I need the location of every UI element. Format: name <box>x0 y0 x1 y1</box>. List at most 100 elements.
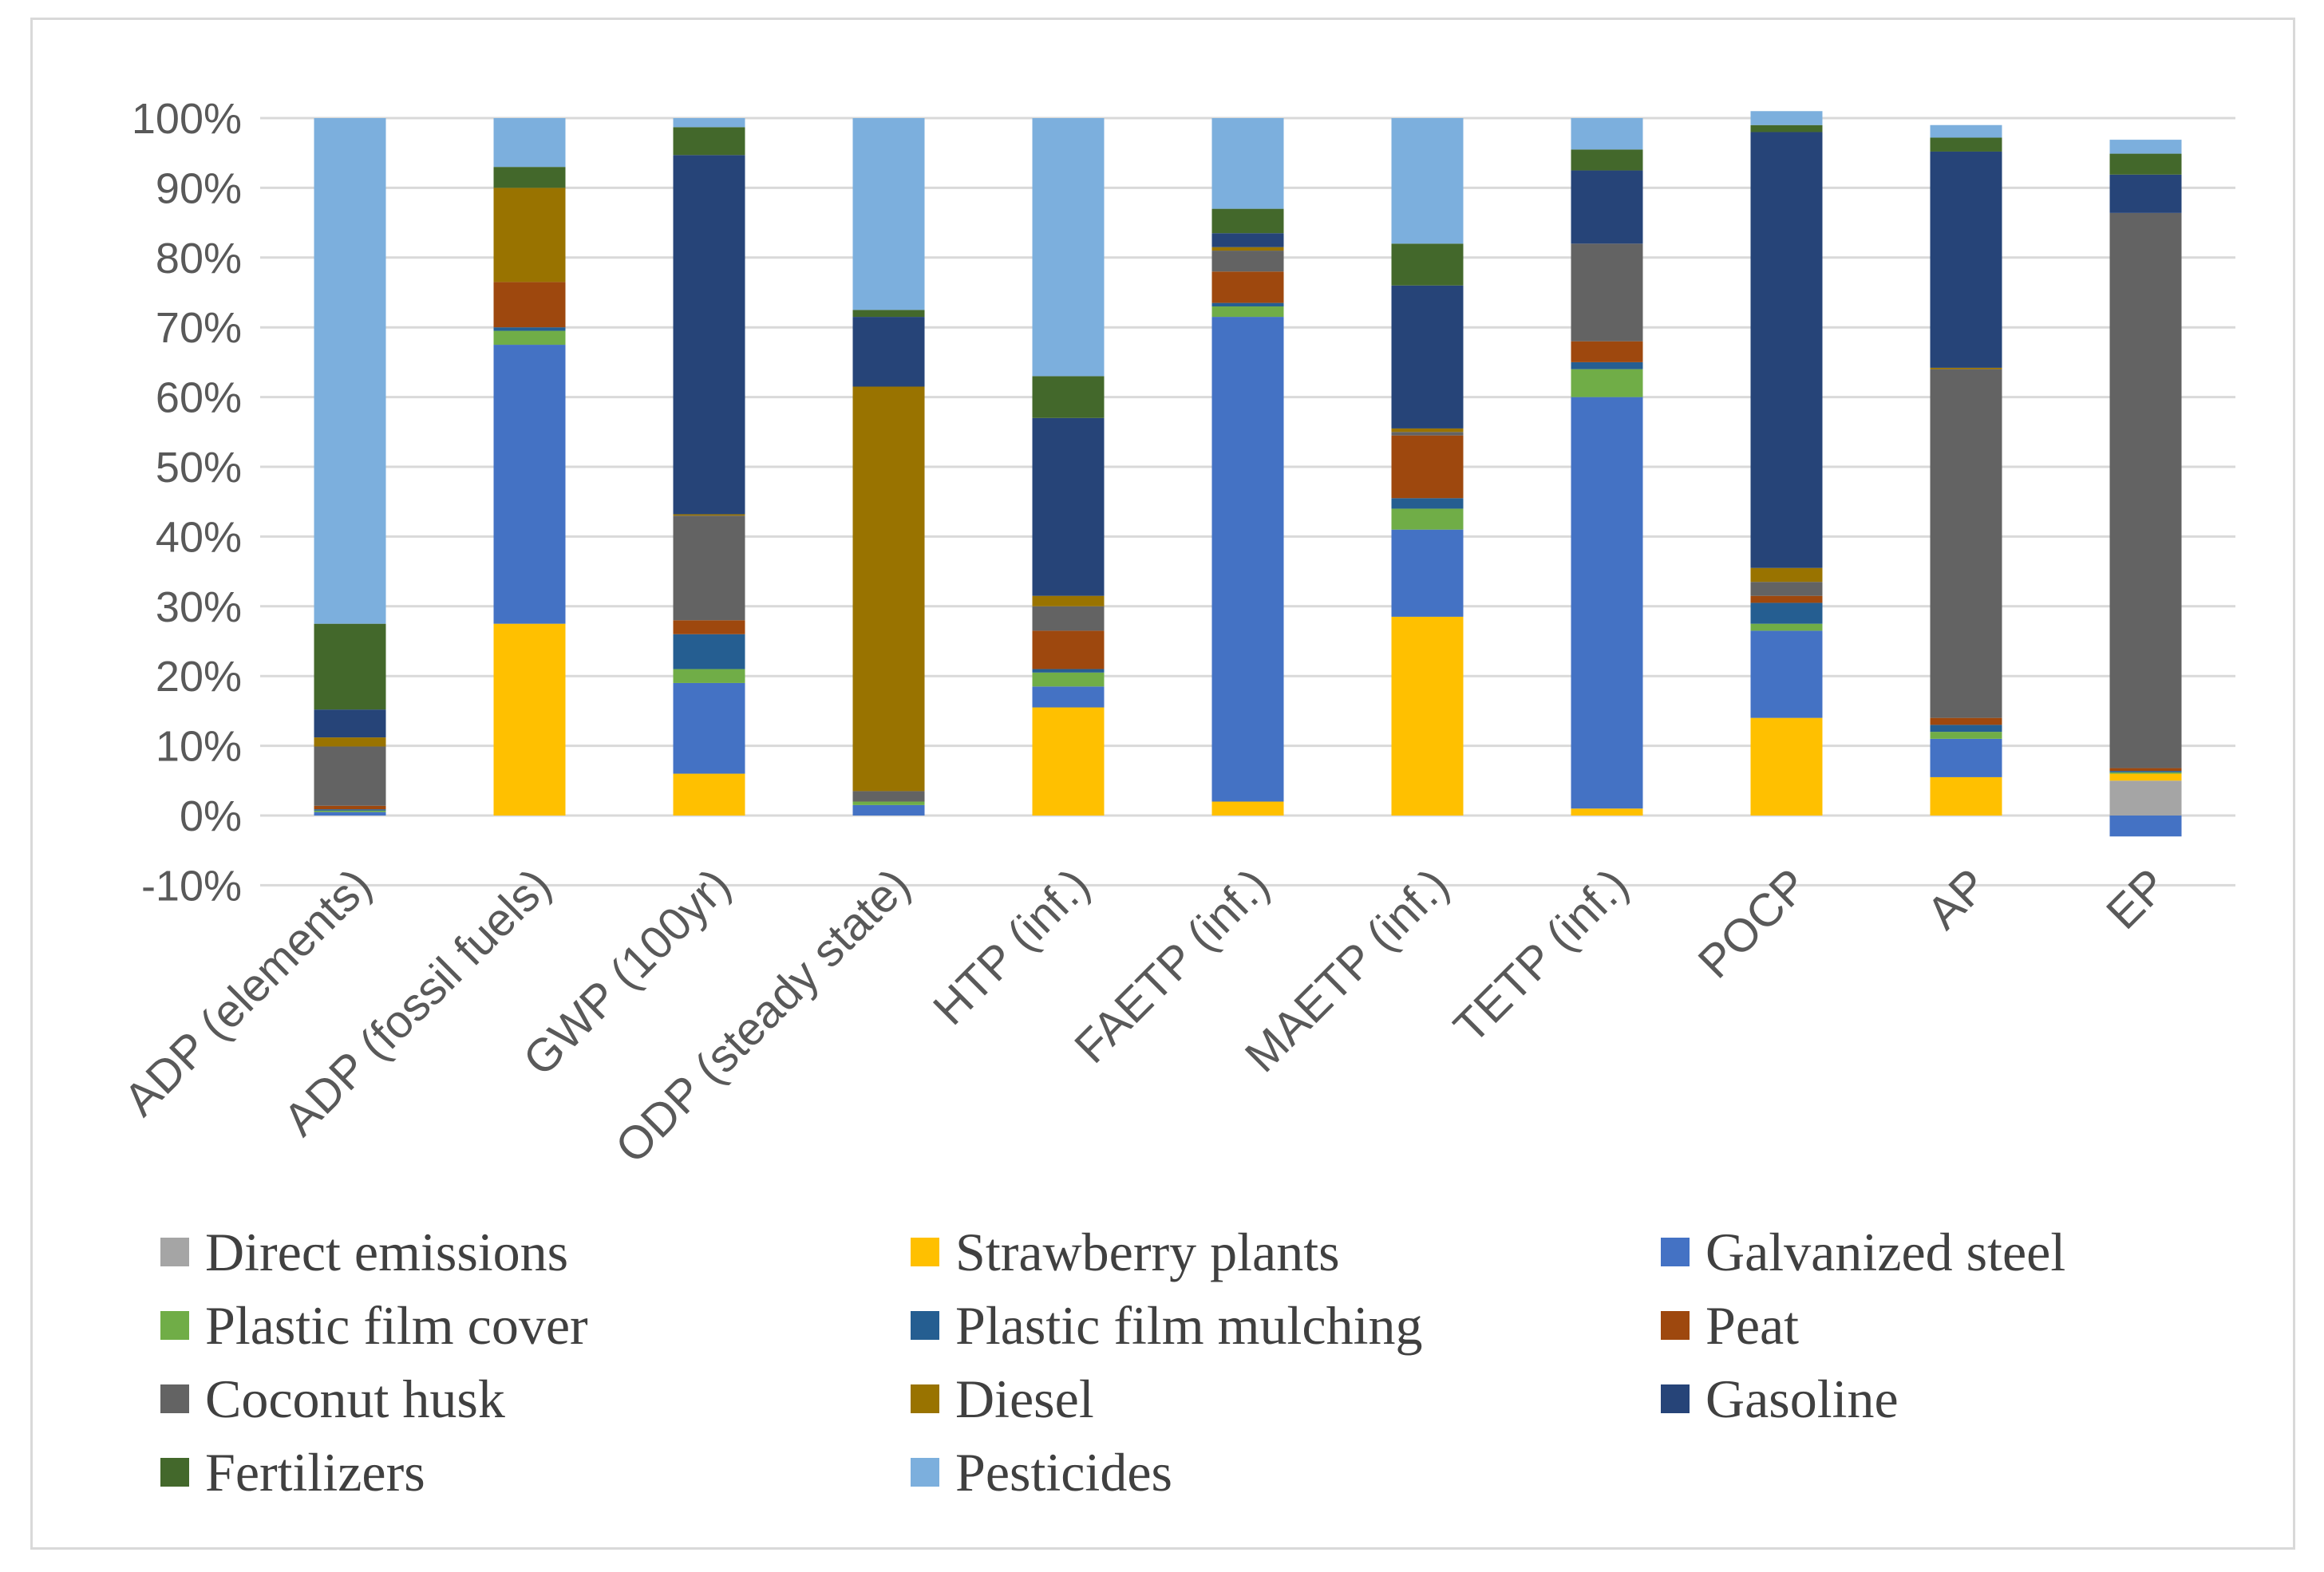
x-tick-label: EP <box>2097 859 2177 939</box>
bar-segment <box>1211 251 1284 272</box>
bar-segment <box>1032 606 1105 631</box>
bar-segment <box>1391 529 1464 617</box>
legend-swatch <box>160 1384 189 1413</box>
bar-segment <box>2109 140 2182 154</box>
bar-segment <box>852 804 925 816</box>
x-tick-label: AP <box>1917 859 1998 939</box>
legend-swatch <box>911 1384 939 1413</box>
bar-segment <box>852 386 925 792</box>
y-tick-label: 0% <box>180 792 242 840</box>
bar-segment <box>1391 435 1464 499</box>
bar-segment <box>1032 376 1105 418</box>
legend: Direct emissions Strawberry plants Galvani… <box>160 1221 2267 1503</box>
legend-item: Fertilizers <box>160 1441 911 1503</box>
bar-segment <box>673 620 745 634</box>
stacked-bar-chart: -10% 0% 10% 20% 30% 40% 50% 60% 70% 80% 90% 100% AD… <box>114 95 2235 1173</box>
bar-segment <box>1930 776 2002 816</box>
x-tick-label: ODP (steady state) <box>606 859 920 1173</box>
bar-segment <box>1032 118 1105 377</box>
bar-segment <box>1211 247 1284 251</box>
bar-segment <box>493 330 566 346</box>
legend-item: Strawberry plants <box>911 1221 1661 1283</box>
bar-segment <box>673 155 745 515</box>
legend-swatch <box>1661 1238 1690 1266</box>
bar-segment <box>1930 369 2002 718</box>
bar-segment <box>1571 118 1643 150</box>
legend-swatch <box>911 1238 939 1266</box>
bar-segment <box>673 634 745 669</box>
bar-segment <box>1211 801 1284 816</box>
legend-swatch <box>160 1458 189 1487</box>
y-tick-label: 50% <box>156 444 242 492</box>
bar-segment <box>314 809 386 811</box>
legend-item: Gasoline <box>1661 1368 2267 1430</box>
y-tick-label: 70% <box>156 304 242 352</box>
bar-segment <box>1750 602 1823 624</box>
legend-item: Direct emissions <box>160 1221 911 1283</box>
bar-segment <box>1750 132 1823 568</box>
legend-swatch <box>160 1238 189 1266</box>
y-axis-tick-labels: -10% 0% 10% 20% 30% 40% 50% 60% 70% 80% 90% 100% <box>132 95 242 910</box>
bar-segment <box>1032 630 1105 669</box>
bar-segment <box>2109 772 2182 774</box>
bar-segment <box>2109 816 2182 837</box>
bar-segment <box>493 327 566 331</box>
y-tick-label: 80% <box>156 235 242 282</box>
bar-segment <box>1391 285 1464 429</box>
bar-segment <box>673 515 745 621</box>
bar-segment <box>1211 302 1284 306</box>
bar-segment <box>1750 595 1823 603</box>
legend-label: Pesticides <box>955 1441 1172 1503</box>
bar-segment <box>1930 151 2002 368</box>
bar-segment <box>314 810 386 812</box>
bar-segment <box>2109 153 2182 175</box>
bar-segment <box>1032 686 1105 708</box>
legend-swatch <box>1661 1384 1690 1413</box>
bar-segment <box>1930 367 2002 369</box>
legend-item: Diesel <box>911 1368 1661 1430</box>
bar-segment <box>852 317 925 387</box>
bar-segment <box>1750 717 1823 816</box>
legend-label: Coconut husk <box>205 1368 505 1429</box>
bar-segment <box>2109 773 2182 781</box>
y-tick-label: -10% <box>141 862 242 910</box>
legend-label: Diesel <box>955 1368 1094 1429</box>
bar-segment <box>1211 208 1284 234</box>
bar-segment <box>314 623 386 710</box>
legend-item: Galvanized steel <box>1661 1221 2267 1283</box>
bar-segment <box>1032 595 1105 606</box>
legend-label: Galvanized steel <box>1705 1221 2066 1282</box>
y-tick-label: 100% <box>132 95 242 143</box>
x-axis-tick-labels: ADP (elements)ADP (fossil fuels)GWP (100… <box>114 859 2177 1173</box>
bar-segment <box>1571 243 1643 342</box>
bar-segment <box>1750 124 1823 132</box>
legend-swatch <box>911 1458 939 1487</box>
bar-segment <box>1391 243 1464 286</box>
bar-segment <box>493 282 566 328</box>
legend-label: Direct emissions <box>205 1221 569 1282</box>
bar-segment <box>314 805 386 810</box>
bar-segment <box>1930 717 2002 725</box>
bar-segment <box>1211 233 1284 247</box>
bar-segment <box>1211 118 1284 209</box>
bar-segment <box>1930 725 2002 733</box>
bar-segment <box>1930 732 2002 739</box>
bar-segment <box>1571 369 1643 397</box>
bar-segment <box>673 669 745 683</box>
legend-label: Plastic film mulching <box>955 1294 1423 1356</box>
bar-segment <box>1211 271 1284 303</box>
bar-segment <box>2109 768 2182 772</box>
bar-segment <box>493 167 566 188</box>
legend-swatch <box>911 1311 939 1340</box>
bar-segment <box>1032 669 1105 673</box>
bar-segment <box>1211 306 1284 318</box>
legend-item: Coconut husk <box>160 1368 911 1430</box>
chart-frame: -10% 0% 10% 20% 30% 40% 50% 60% 70% 80% 90% 100% AD… <box>30 18 2295 1550</box>
bar-segment <box>1571 149 1643 171</box>
y-tick-label: 30% <box>156 583 242 631</box>
bar-segment <box>314 737 386 747</box>
bar-segment <box>493 623 566 816</box>
bar-segment <box>1211 317 1284 802</box>
bar-segment <box>314 709 386 738</box>
legend-label: Strawberry plants <box>955 1221 1340 1282</box>
